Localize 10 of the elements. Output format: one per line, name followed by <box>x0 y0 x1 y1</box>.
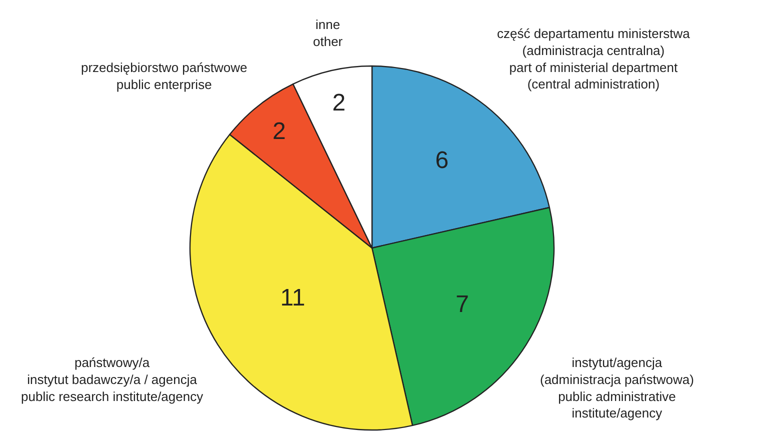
slice-label: państwowy/a instytut badawczy/a / agencja public research institute/agency <box>21 355 204 404</box>
data-label: 2 <box>272 118 286 146</box>
slice-label: inne other <box>313 17 344 49</box>
slice-label: część departamentu ministerstwa (administracja centralna) part of ministerial department (central administration) <box>497 26 691 92</box>
slice-label: instytut/agencja (administracja państwowa) public administrative institute/agency <box>540 355 694 421</box>
data-label: 11 <box>280 284 306 312</box>
data-label: 6 <box>435 146 449 174</box>
data-label: 2 <box>332 89 346 116</box>
slice-label: przedsiębiorstwo państwowe public enterprise <box>81 60 248 92</box>
data-label: 7 <box>456 291 469 318</box>
